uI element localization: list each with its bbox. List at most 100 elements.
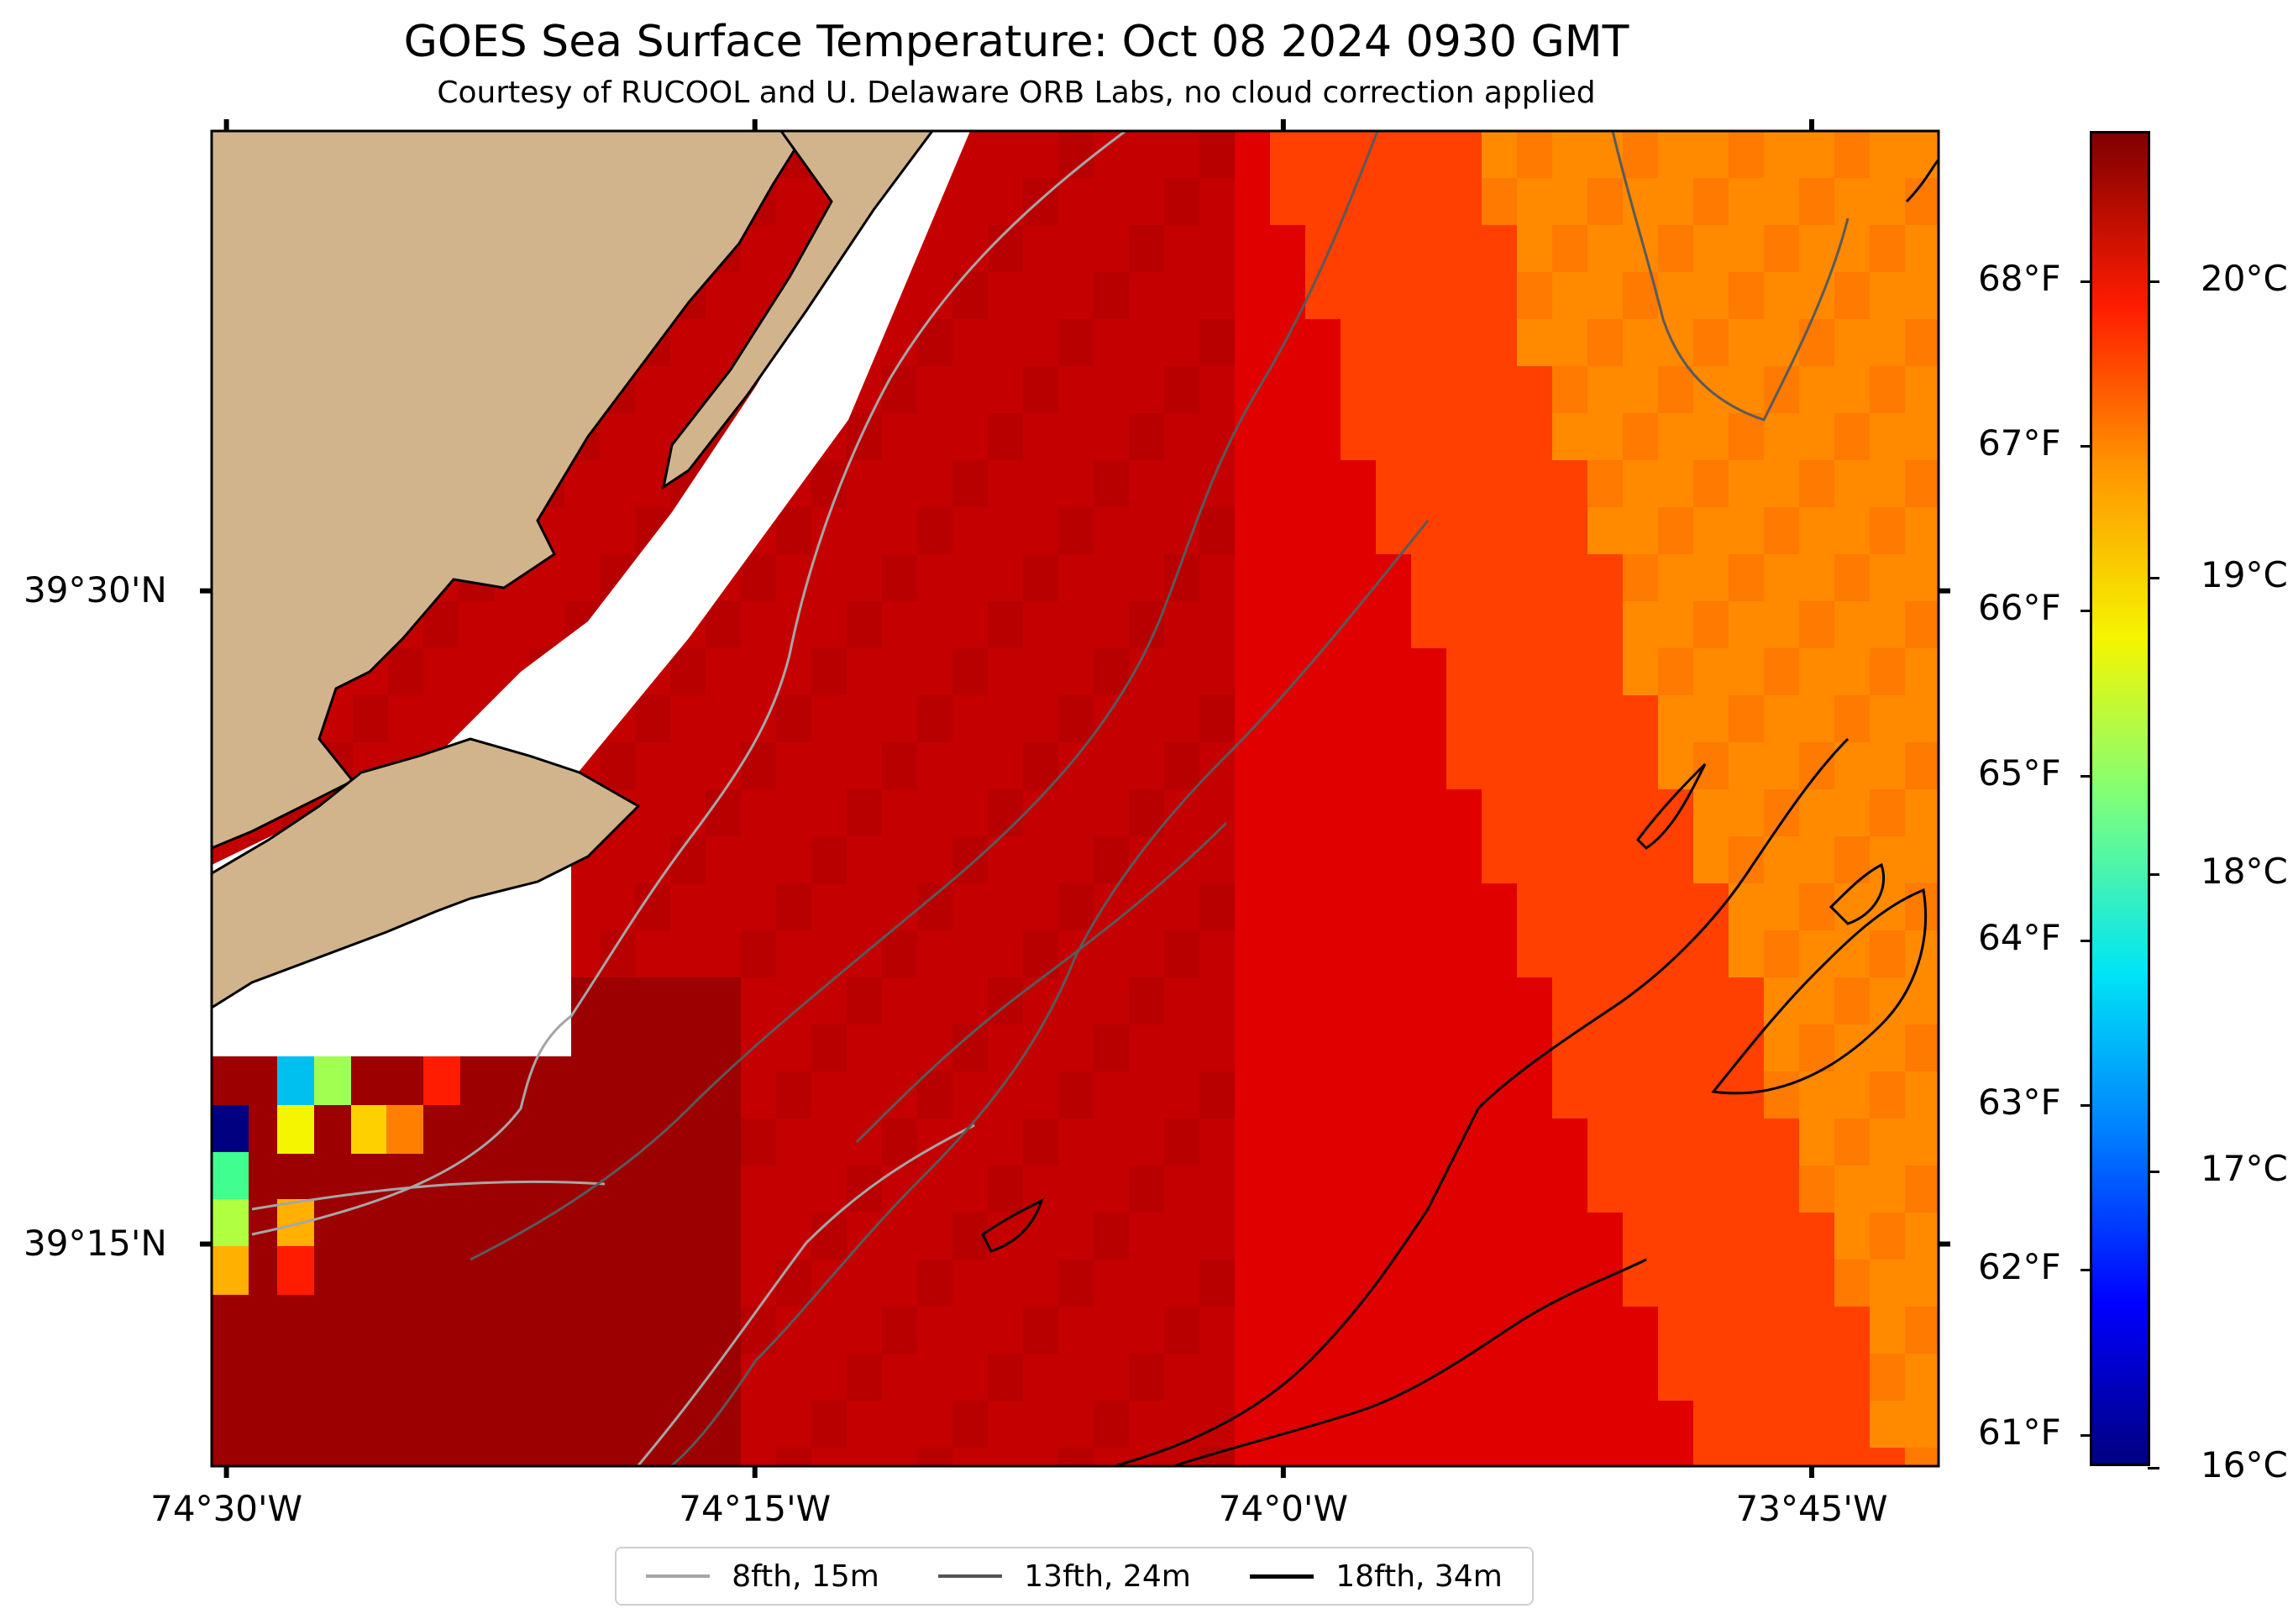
sst-cell (1235, 1166, 1271, 1213)
sst-cell (776, 1401, 812, 1449)
sst-cell (1870, 1354, 1906, 1401)
sst-cell (1023, 1118, 1059, 1166)
sst-cell (1235, 131, 1271, 179)
sst-cell (741, 225, 777, 273)
sst-cell (1587, 648, 1624, 696)
sst-cell (1870, 789, 1906, 837)
sst-cell (776, 178, 812, 226)
sst-cell (600, 1307, 636, 1354)
sst-cell (1129, 131, 1165, 179)
sst-cell (1411, 742, 1447, 790)
sst-cell (1517, 742, 1553, 790)
sst-cell (1729, 507, 1765, 555)
sst-cell (1587, 1401, 1624, 1449)
sst-cell (1164, 1307, 1200, 1354)
sst-cell (776, 883, 812, 931)
sst-cell (776, 836, 812, 884)
sst-cell (1199, 178, 1236, 226)
sst-cell (1482, 366, 1518, 414)
sst-cell (1587, 366, 1624, 414)
sst-cell (1376, 930, 1412, 978)
sst-cell (1870, 1071, 1906, 1119)
sst-cell (1199, 1354, 1236, 1401)
sst-cell (635, 1024, 671, 1072)
sst-cell (1587, 1071, 1624, 1119)
sst-cell (1587, 1307, 1624, 1354)
sst-cell (917, 319, 953, 367)
sst-cell (1552, 366, 1588, 414)
sst-cell (1729, 1260, 1765, 1307)
sst-cell (1482, 742, 1518, 790)
sst-cell (1764, 1118, 1800, 1166)
sst-cell (494, 1448, 530, 1466)
colorbar-tick (2080, 610, 2092, 613)
sst-cell (1446, 366, 1482, 414)
sst-cell (1164, 1071, 1200, 1119)
sst-cell (1058, 413, 1094, 461)
sst-cell (564, 1401, 601, 1449)
legend-line-swatch (1250, 1574, 1314, 1579)
sst-cell (1764, 836, 1800, 884)
sst-cell (1446, 178, 1482, 226)
sst-cell (1411, 789, 1447, 837)
sst-cell (1023, 131, 1059, 179)
sst-cell (741, 1448, 777, 1466)
sst-cell (1270, 930, 1306, 978)
sst-cell (1411, 1401, 1447, 1449)
sst-cell (1023, 1307, 1059, 1354)
sst-cell (1905, 601, 1939, 649)
colorbar-tick (2080, 1269, 2092, 1272)
sst-cell (1517, 319, 1553, 367)
sst-cell (247, 1448, 283, 1466)
legend-item: 8fth, 15m (646, 1559, 879, 1594)
sst-cell (388, 1260, 424, 1307)
sst-cell (1199, 789, 1236, 837)
sst-cell (1552, 460, 1588, 508)
sst-cell (1376, 1166, 1412, 1213)
sst-cell (811, 930, 847, 978)
sst-cell (1446, 1307, 1482, 1354)
sst-cell (1517, 1260, 1553, 1307)
sst-cell (1411, 601, 1447, 649)
sst-cell (1764, 1024, 1800, 1072)
sst-cell (988, 460, 1024, 508)
sst-cell (988, 131, 1024, 179)
sst-cell (1411, 319, 1447, 367)
sst-cell (423, 1401, 459, 1449)
sst-cell (1094, 131, 1130, 179)
sst-cell (1094, 1024, 1130, 1072)
sst-cell (988, 1354, 1024, 1401)
sst-cell (1658, 1213, 1694, 1260)
sst-cell (1058, 977, 1094, 1025)
sst-cell (600, 1401, 636, 1449)
sst-cell (1129, 601, 1165, 649)
sst-cell (494, 1118, 530, 1166)
sst-cell (282, 1354, 318, 1401)
sst-cell (1552, 1213, 1588, 1260)
sst-cell (706, 1448, 742, 1466)
sst-cell (1164, 460, 1200, 508)
sst-cell (388, 648, 424, 696)
sst-cell (776, 507, 812, 555)
sst-cell (1305, 789, 1341, 837)
sst-cell (1587, 1118, 1624, 1166)
sst-cell (1376, 319, 1412, 367)
sst-cell (1552, 1307, 1588, 1354)
sst-cell (1129, 1448, 1165, 1466)
sst-cell (1693, 460, 1729, 508)
sst-cell (1058, 1166, 1094, 1213)
sst-cell (1376, 1448, 1412, 1466)
sst-cell (882, 1307, 918, 1354)
sst-cell (1729, 1118, 1765, 1166)
sst-cell (1799, 1354, 1835, 1401)
sst-cell (1305, 554, 1341, 602)
sst-cell (1552, 319, 1588, 367)
sst-cell (952, 1448, 989, 1466)
sst-cell (1693, 789, 1729, 837)
sst-cell (1058, 460, 1094, 508)
sst-cell (1164, 883, 1200, 931)
sst-cell (917, 1307, 953, 1354)
sst-cell (1199, 1307, 1236, 1354)
sst-cell (1023, 930, 1059, 978)
sst-cell (1305, 601, 1341, 649)
